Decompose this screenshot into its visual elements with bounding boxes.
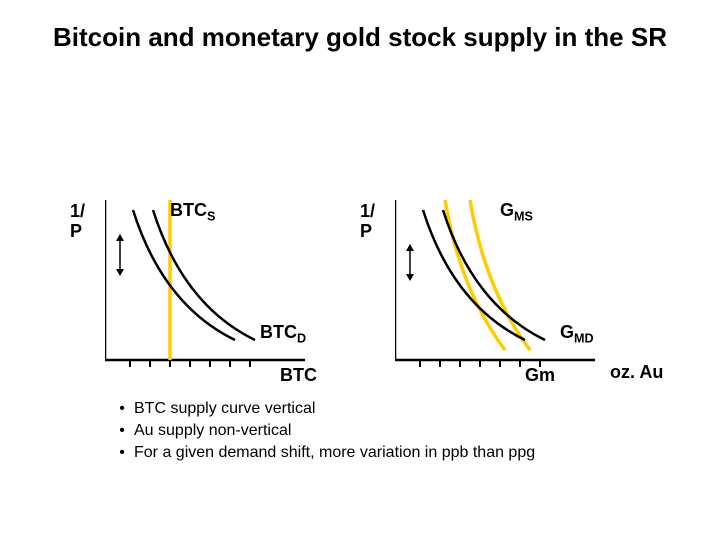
right-y-axis-label: 1/P bbox=[360, 202, 375, 242]
left-x-title: BTC bbox=[280, 365, 317, 386]
right-x-title: Gm bbox=[525, 365, 555, 386]
bullet-list: • BTC supply curve vertical • Au supply … bbox=[110, 400, 535, 466]
slide-title: Bitcoin and monetary gold stock supply i… bbox=[0, 22, 720, 53]
left-demand-label: BTCD bbox=[260, 322, 306, 346]
left-y-axis-label: 1/P bbox=[70, 202, 85, 242]
bullet-text: For a given demand shift, more variation… bbox=[134, 444, 535, 462]
bullet-item: • Au supply non-vertical bbox=[110, 422, 535, 440]
bullet-text: Au supply non-vertical bbox=[134, 422, 291, 440]
right-supply-label: GMS bbox=[500, 200, 533, 224]
bullet-text: BTC supply curve vertical bbox=[134, 400, 315, 418]
bullet-dot-icon: • bbox=[110, 422, 134, 440]
left-shift-arrow-icon bbox=[116, 234, 124, 276]
bullet-dot-icon: • bbox=[110, 444, 134, 462]
left-supply-label: BTCS bbox=[170, 200, 215, 224]
right-shift-arrow-icon bbox=[406, 244, 414, 281]
bullet-item: • For a given demand shift, more variati… bbox=[110, 444, 535, 462]
right-x-title-units: oz. Au bbox=[610, 362, 663, 383]
right-demand-label: GMD bbox=[560, 322, 594, 346]
bullet-dot-icon: • bbox=[110, 400, 134, 418]
bullet-item: • BTC supply curve vertical bbox=[110, 400, 535, 418]
slide-root: Bitcoin and monetary gold stock supply i… bbox=[0, 0, 720, 540]
